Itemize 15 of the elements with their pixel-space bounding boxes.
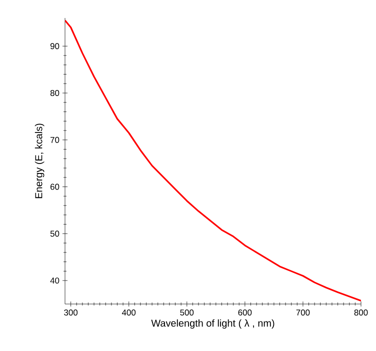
- x-tick-label: 300: [64, 310, 78, 316]
- x-tick-label: 500: [180, 310, 194, 316]
- y-tick-label: 80: [50, 90, 60, 96]
- x-tick-label: 400: [122, 310, 136, 316]
- y-tick-label: 50: [50, 230, 60, 237]
- y-tick-label: 70: [50, 136, 60, 143]
- y-tick-label: 40: [50, 278, 60, 284]
- y-tick-label: 60: [50, 184, 60, 190]
- x-tick-label: 700: [296, 310, 310, 316]
- x-axis-title: Wavelength of light ( λ , nm): [151, 319, 274, 329]
- y-tick-label: 90: [50, 43, 60, 50]
- x-tick-label: 600: [238, 310, 252, 316]
- y-axis-title: Energy (E, kcals): [34, 124, 44, 198]
- line-series: [65, 20, 362, 302]
- x-tick-label: 800: [354, 310, 368, 316]
